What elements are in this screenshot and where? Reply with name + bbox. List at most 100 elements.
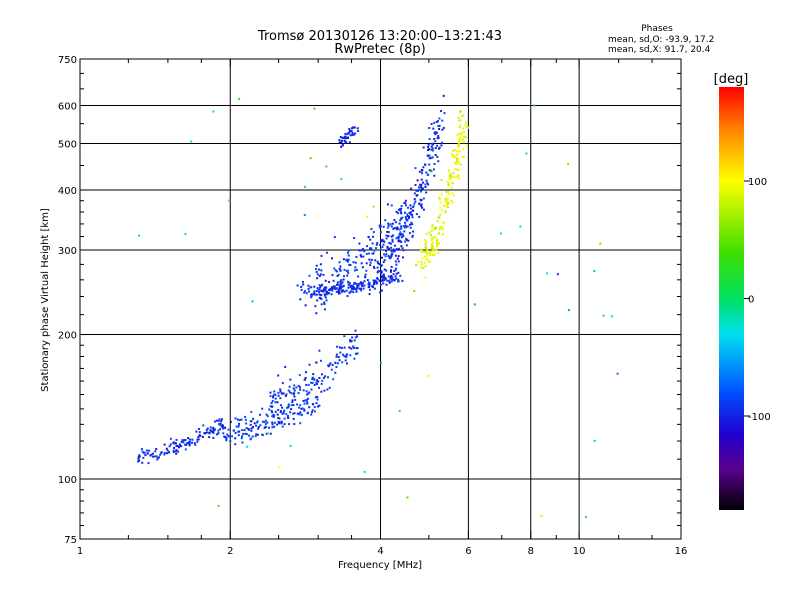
data-point — [397, 212, 400, 215]
data-point — [323, 294, 326, 297]
data-point — [363, 284, 366, 287]
data-point — [308, 406, 311, 409]
data-point — [151, 455, 154, 458]
data-point — [457, 142, 460, 145]
data-point — [316, 383, 318, 385]
data-point — [357, 130, 360, 132]
data-point — [372, 231, 375, 234]
data-point — [379, 248, 382, 251]
data-point — [313, 285, 316, 288]
data-point — [271, 421, 274, 424]
data-point — [404, 225, 406, 228]
data-point — [324, 279, 327, 282]
data-point — [411, 235, 414, 238]
data-point — [237, 425, 240, 428]
data-point — [393, 269, 396, 272]
data-point — [321, 283, 324, 286]
data-point — [387, 235, 390, 238]
data-point — [310, 413, 313, 416]
data-point — [301, 407, 304, 410]
data-point — [400, 236, 403, 239]
data-point — [369, 261, 372, 264]
data-point — [350, 130, 353, 132]
data-point — [227, 428, 230, 431]
data-point — [398, 239, 401, 242]
data-point — [440, 179, 443, 181]
data-point — [305, 384, 308, 386]
data-point — [305, 390, 308, 393]
data-point — [473, 303, 476, 306]
data-point — [367, 283, 370, 286]
data-point — [277, 420, 280, 423]
data-point — [399, 231, 402, 234]
data-point — [402, 235, 405, 238]
data-point — [252, 425, 254, 428]
data-point — [453, 156, 456, 158]
data-point — [400, 207, 403, 210]
data-point — [373, 283, 375, 286]
data-point — [459, 119, 462, 122]
data-point — [304, 399, 307, 402]
data-point — [228, 199, 231, 202]
data-point — [291, 401, 294, 404]
data-point — [413, 192, 416, 195]
data-point — [238, 97, 241, 100]
data-point — [439, 201, 442, 204]
data-point — [382, 279, 385, 282]
data-point — [338, 289, 340, 292]
data-point — [167, 451, 170, 454]
data-point — [391, 222, 394, 225]
data-point — [248, 434, 251, 437]
data-point — [397, 255, 400, 258]
data-point — [223, 435, 226, 438]
data-point — [368, 258, 371, 261]
data-point — [345, 270, 348, 272]
data-point — [443, 204, 446, 207]
data-point — [405, 238, 408, 241]
data-point — [281, 406, 284, 409]
data-point — [271, 415, 274, 418]
data-point — [457, 177, 460, 180]
data-point — [424, 276, 427, 279]
data-point — [455, 134, 458, 137]
data-point — [420, 263, 423, 266]
data-point — [448, 193, 451, 195]
data-point — [404, 204, 407, 207]
data-point — [418, 203, 421, 205]
data-point — [457, 168, 460, 171]
data-point — [178, 443, 181, 446]
data-point — [316, 379, 318, 382]
data-point — [435, 242, 438, 245]
data-point — [377, 270, 380, 273]
data-point — [234, 417, 237, 420]
data-point — [290, 408, 293, 411]
data-point — [361, 248, 364, 250]
data-point — [340, 178, 343, 181]
data-point — [320, 284, 323, 287]
x-axis-ticks: 1 2 4 6 8 10 16 — [77, 59, 687, 557]
data-point — [315, 361, 318, 364]
data-point — [420, 183, 423, 186]
data-point — [408, 217, 410, 220]
data-point — [326, 251, 328, 254]
data-point — [350, 347, 353, 350]
data-point — [288, 391, 291, 394]
data-point — [279, 411, 282, 414]
data-point — [398, 410, 401, 412]
data-point — [426, 252, 428, 255]
data-point — [462, 114, 465, 117]
data-point — [423, 250, 426, 253]
data-point — [325, 299, 328, 302]
data-point — [286, 415, 289, 417]
y-tick-label: 500 — [58, 140, 77, 151]
data-point — [340, 285, 343, 288]
data-point — [347, 258, 350, 261]
data-point — [180, 445, 183, 448]
data-point — [437, 125, 440, 128]
data-point — [426, 154, 429, 157]
y-tick-label: 300 — [58, 246, 77, 257]
colorbar-gradient — [719, 87, 744, 510]
data-point — [339, 351, 342, 354]
data-point — [337, 362, 339, 365]
data-point — [342, 353, 345, 356]
